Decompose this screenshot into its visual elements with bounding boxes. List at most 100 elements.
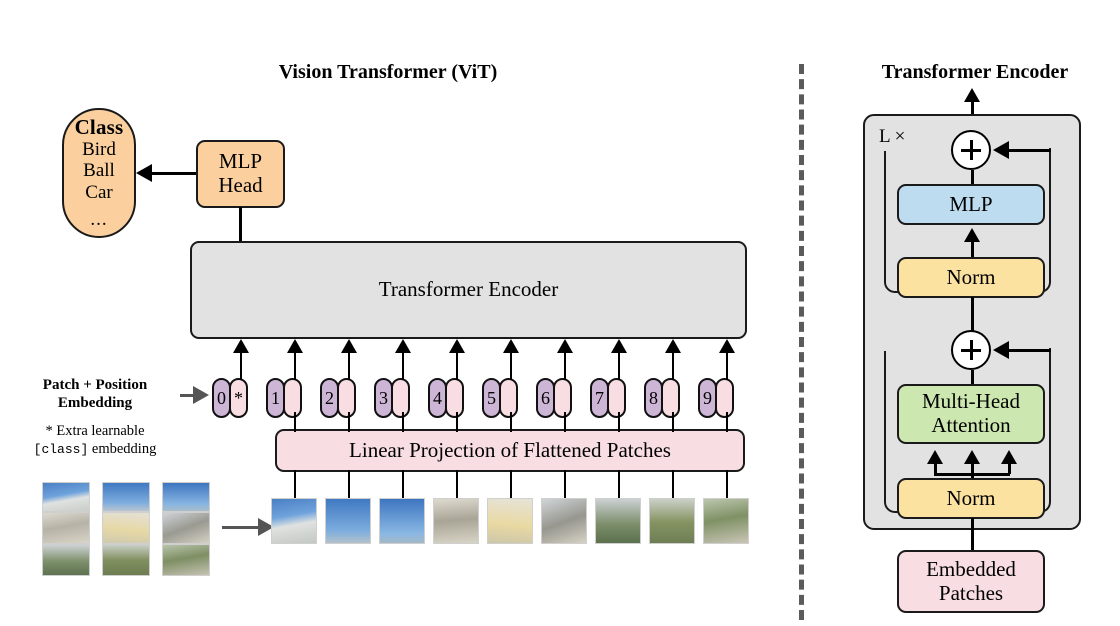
flattened-patch-3 bbox=[379, 498, 425, 544]
encoder-output-arrow bbox=[964, 88, 980, 102]
linear-projection-box: Linear Projection of Flattened Patches bbox=[275, 429, 745, 472]
token-0-up-arrow bbox=[233, 339, 249, 353]
residual-add-bottom bbox=[951, 330, 991, 370]
source-image-cell-0-1 bbox=[102, 482, 150, 512]
token-9-up-arrow bbox=[719, 339, 735, 353]
mlp-residual-open-top-mask bbox=[882, 143, 942, 151]
patch-1-up-line bbox=[294, 470, 296, 498]
flattened-patch-5 bbox=[487, 498, 533, 544]
mlp-to-add-line bbox=[971, 170, 974, 186]
token-index-5: 5 bbox=[482, 378, 501, 418]
patch-position-arrowhead bbox=[193, 386, 209, 404]
token-7-up-line bbox=[618, 352, 620, 380]
class-item-car: Car bbox=[85, 181, 113, 203]
flattened-patch-1 bbox=[271, 498, 317, 544]
attention-label-line1: Multi-Head bbox=[922, 389, 1020, 414]
token-index-4: 4 bbox=[428, 378, 447, 418]
token-marker-4 bbox=[445, 378, 464, 418]
patch-position-label-line1: Patch + Position bbox=[42, 377, 148, 393]
token-0-up-line bbox=[240, 352, 242, 380]
token-8-down-line bbox=[672, 412, 674, 432]
token-6-up-arrow bbox=[557, 339, 573, 353]
class-item-ball: Ball bbox=[83, 160, 115, 182]
mlp-head-label-line2: Head bbox=[218, 173, 263, 197]
token-marker-0: * bbox=[229, 378, 248, 418]
flattened-patch-2 bbox=[325, 498, 371, 544]
token-5-up-line bbox=[510, 352, 512, 380]
patch-9-up-line bbox=[726, 470, 728, 498]
token-7-up-arrow bbox=[611, 339, 627, 353]
source-image-cell-1-1 bbox=[102, 512, 150, 544]
source-image-cell-0-0 bbox=[42, 482, 90, 512]
token-1-down-line bbox=[294, 412, 296, 432]
residual-add-top bbox=[951, 130, 991, 170]
class-output-box: Class Bird Ball Car ... bbox=[62, 108, 136, 238]
embedded-patches-label-line2: Patches bbox=[938, 580, 1004, 605]
source-image-cell-1-2 bbox=[162, 512, 210, 544]
flattened-patch-6 bbox=[541, 498, 587, 544]
attention-residual-open-top-mask bbox=[882, 343, 942, 351]
token-9-down-line bbox=[726, 412, 728, 432]
left-panel-title: Vision Transformer (ViT) bbox=[278, 61, 498, 83]
token-3-up-line bbox=[402, 352, 404, 380]
note-line-2-tail: embedding bbox=[88, 441, 157, 458]
transformer-encoder-label: Transformer Encoder bbox=[378, 277, 559, 302]
token-6-up-line bbox=[564, 352, 566, 380]
qkv-right-line bbox=[1008, 462, 1011, 474]
token-marker-3 bbox=[391, 378, 410, 418]
extra-learnable-note: * Extra learnable [class] embedding bbox=[12, 422, 178, 458]
encoder-to-mlphead-line bbox=[239, 207, 242, 242]
qkv-mid-line bbox=[971, 462, 974, 479]
normtop-to-mlp-arrow bbox=[964, 228, 980, 242]
token-marker-7 bbox=[607, 378, 626, 418]
mlp-head-label-line1: MLP bbox=[218, 149, 263, 174]
flattened-patch-9 bbox=[703, 498, 749, 544]
mlphead-to-class-arrowhead bbox=[136, 164, 152, 182]
multi-head-attention-box: Multi-Head Attention bbox=[897, 384, 1045, 444]
transformer-encoder-box: Transformer Encoder bbox=[190, 241, 747, 339]
note-line-1: * Extra learnable bbox=[45, 423, 145, 439]
mlp-label: MLP bbox=[949, 191, 993, 216]
token-index-2: 2 bbox=[320, 378, 339, 418]
patch-position-embedding-label: Patch + Position Embedding bbox=[12, 377, 178, 412]
token-marker-5 bbox=[499, 378, 518, 418]
patch-position-label-line2: Embedding bbox=[57, 394, 133, 411]
attention-to-add-line bbox=[971, 370, 974, 386]
flattened-patch-4 bbox=[433, 498, 479, 544]
token-1-up-line bbox=[294, 352, 296, 380]
token-3-up-arrow bbox=[395, 339, 411, 353]
norm-top-label: Norm bbox=[946, 264, 996, 289]
class-ellipsis: ... bbox=[90, 209, 108, 231]
token-5-up-arrow bbox=[503, 339, 519, 353]
norm-bottom-label: Norm bbox=[946, 485, 996, 510]
token-1-up-arrow bbox=[287, 339, 303, 353]
patch-position-arrow-line bbox=[180, 394, 196, 397]
normtop-to-mlp-line bbox=[971, 240, 974, 258]
token-marker-6 bbox=[553, 378, 572, 418]
class-token-mono: [class] bbox=[33, 442, 89, 458]
mlphead-to-class-line bbox=[152, 172, 196, 175]
attention-residual-arrowhead bbox=[993, 341, 1009, 359]
token-3-down-line bbox=[402, 412, 404, 432]
source-image-cell-2-0 bbox=[42, 544, 90, 576]
patch-5-up-line bbox=[510, 470, 512, 498]
flattened-patch-8 bbox=[649, 498, 695, 544]
right-panel-title: Transformer Encoder bbox=[881, 61, 1069, 83]
token-2-up-arrow bbox=[341, 339, 357, 353]
image-to-patches-arrowhead bbox=[258, 518, 274, 536]
token-marker-2 bbox=[337, 378, 356, 418]
norm-top-box: Norm bbox=[897, 257, 1045, 298]
image-to-patches-line bbox=[222, 526, 264, 529]
token-marker-8 bbox=[661, 378, 680, 418]
source-image-cell-1-0 bbox=[42, 512, 90, 544]
token-7-down-line bbox=[618, 412, 620, 432]
token-2-down-line bbox=[348, 412, 350, 432]
token-marker-9 bbox=[715, 378, 734, 418]
token-index-6: 6 bbox=[536, 378, 555, 418]
source-image-cell-0-2 bbox=[162, 482, 210, 512]
source-image-cell-2-2 bbox=[162, 544, 210, 576]
class-item-bird: Bird bbox=[82, 139, 116, 161]
note-line-2: [class] embedding bbox=[12, 440, 178, 458]
embedded-to-norm-line bbox=[971, 518, 974, 554]
patch-8-up-line bbox=[672, 470, 674, 498]
